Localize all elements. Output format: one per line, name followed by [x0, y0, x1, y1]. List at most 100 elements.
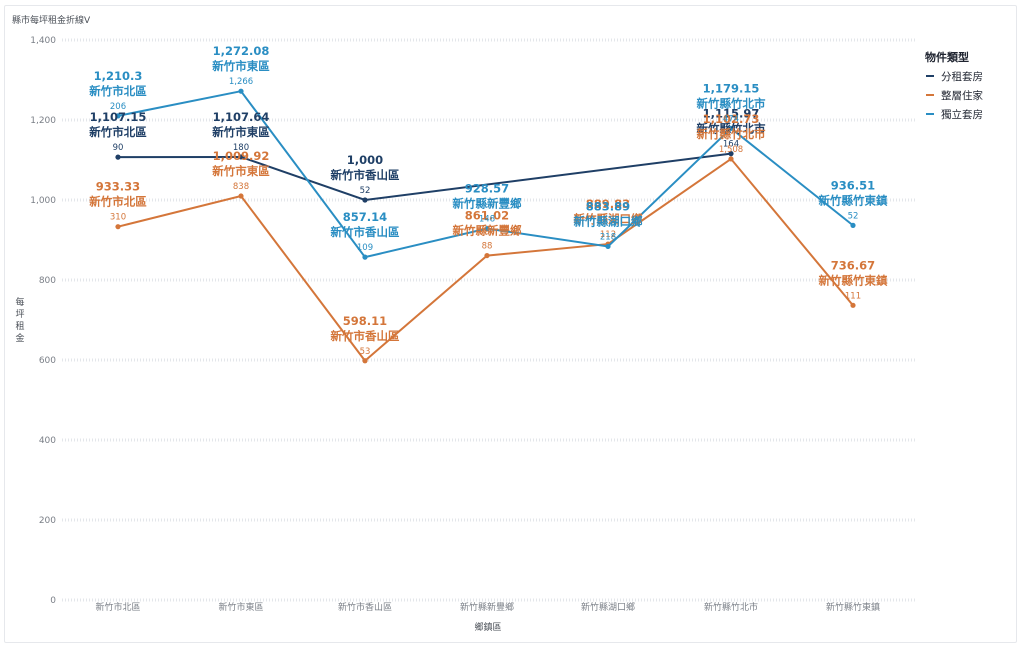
- data-point: [238, 88, 244, 94]
- y-axis-title-char: 坪: [15, 309, 24, 320]
- value-label: 1,115.97: [703, 107, 760, 121]
- count-label: 53: [360, 347, 371, 357]
- count-label: 1,508: [719, 145, 743, 155]
- category-label: 新竹市北區: [89, 125, 147, 139]
- y-tick-label: 1,400: [30, 36, 56, 46]
- data-point: [728, 156, 734, 162]
- x-tick-labels: 新竹市北區 新竹市東區 新竹市香山區 新竹縣新豐鄉 新竹縣湖口鄉 新竹縣竹北市 新竹縣竹東鎮: [95, 601, 880, 613]
- count-label: 52: [848, 211, 859, 221]
- y-tick-labels: 0 200 400 600 800 1,000 1,200 1,400: [30, 36, 56, 606]
- data-point: [238, 193, 244, 199]
- count-label: 148: [479, 215, 495, 225]
- y-tick-label: 800: [39, 276, 56, 286]
- count-label: 111: [845, 291, 861, 301]
- y-tick-label: 600: [39, 356, 56, 366]
- value-label: 1,000: [347, 153, 383, 167]
- value-label: 598.11: [343, 314, 387, 328]
- count-label: 206: [110, 102, 126, 112]
- y-tick-label: 400: [39, 436, 56, 446]
- value-label: 936.51: [831, 178, 875, 192]
- value-label: 1,009.92: [213, 149, 270, 163]
- y-tick-label: 1,000: [30, 196, 56, 206]
- count-label: 90: [113, 143, 124, 153]
- count-label: 310: [110, 213, 126, 223]
- gridlines: [62, 38, 915, 602]
- data-point: [238, 154, 244, 160]
- data-labels: 1,107.15新竹市北區901,107.64新竹市東區1801,000新竹市香…: [89, 44, 888, 357]
- category-label: 新竹縣新豐鄉: [453, 197, 522, 211]
- value-label: 889.83: [586, 197, 630, 211]
- data-point: [850, 222, 856, 228]
- data-point: [605, 243, 611, 250]
- legend-title: 物件類型: [925, 50, 969, 64]
- y-axis-title-char: 每: [15, 296, 24, 308]
- data-point: [362, 358, 368, 364]
- series-lines: [115, 88, 856, 364]
- value-label: 861.02: [465, 209, 509, 223]
- chart-title: 縣市每坪租金折線V: [12, 16, 91, 26]
- category-label: 新竹縣竹北市: [697, 127, 766, 141]
- data-point: [362, 197, 368, 203]
- legend-item-label: 獨立套房: [941, 108, 983, 121]
- category-label: 新竹市香山區: [331, 329, 400, 343]
- category-label: 新竹縣湖口鄉: [574, 214, 643, 228]
- value-label: 1,102.73: [703, 112, 760, 126]
- data-point: [115, 224, 121, 230]
- count-label: 88: [482, 242, 493, 252]
- value-label: 933.33: [96, 180, 140, 194]
- value-label: 1,107.64: [213, 110, 270, 124]
- category-label: 新竹縣竹北市: [697, 96, 766, 110]
- category-label: 新竹市東區: [212, 164, 270, 178]
- category-label: 新竹市東區: [212, 59, 270, 73]
- y-tick-label: 1,200: [30, 116, 56, 126]
- x-tick-label: 新竹市北區: [95, 601, 140, 613]
- data-point: [850, 302, 856, 308]
- count-label: 109: [357, 243, 373, 253]
- category-label: 新竹市東區: [212, 125, 270, 139]
- value-label: 883.89: [586, 199, 630, 213]
- x-tick-label: 新竹縣新豐鄉: [460, 601, 514, 613]
- x-tick-label: 新竹縣竹北市: [704, 601, 758, 613]
- data-point: [115, 113, 121, 119]
- y-axis-title: 每坪租金: [15, 296, 24, 344]
- data-point: [115, 154, 121, 160]
- category-label: 新竹縣竹北市: [697, 122, 766, 136]
- category-label: 新竹縣新豐鄉: [453, 224, 522, 238]
- legend-item-label: 整層住家: [941, 89, 983, 102]
- count-label: 474: [723, 114, 739, 124]
- category-label: 新竹市北區: [89, 84, 147, 98]
- series-line: [117, 152, 732, 202]
- category-label: 新竹市香山區: [331, 168, 400, 182]
- count-label: 180: [233, 143, 249, 153]
- x-tick-label: 新竹市香山區: [338, 601, 392, 613]
- chart-frame: [4, 5, 1017, 643]
- count-label: 838: [233, 182, 249, 192]
- data-point: [484, 225, 490, 232]
- x-tick-label: 新竹縣湖口鄉: [581, 601, 635, 613]
- data-point: [728, 125, 734, 131]
- x-tick-label: 新竹縣竹東鎮: [826, 601, 880, 613]
- count-label: 1,266: [229, 77, 253, 87]
- category-label: 新竹縣竹東鎮: [819, 273, 888, 287]
- value-label: 857.14: [343, 210, 387, 224]
- y-tick-label: 200: [39, 516, 56, 526]
- x-axis-title: 鄉鎮區: [474, 621, 501, 633]
- category-label: 新竹縣湖口鄉: [574, 212, 643, 226]
- value-label: 1,179.15: [703, 81, 760, 95]
- value-label: 1,210.3: [94, 69, 143, 83]
- data-point: [728, 151, 734, 157]
- y-tick-label: 0: [50, 596, 56, 606]
- value-label: 736.67: [831, 258, 875, 272]
- category-label: 新竹市北區: [89, 195, 147, 209]
- y-axis-title-char: 租: [15, 321, 24, 332]
- value-label: 1,107.15: [90, 110, 147, 124]
- count-label: 164: [723, 140, 739, 150]
- y-axis-title-char: 金: [15, 332, 24, 344]
- value-label: 1,272.08: [213, 44, 270, 58]
- x-tick-label: 新竹市東區: [218, 601, 263, 613]
- count-label: 52: [360, 186, 371, 196]
- value-label: 928.57: [465, 182, 509, 196]
- category-label: 新竹縣竹東鎮: [819, 193, 888, 207]
